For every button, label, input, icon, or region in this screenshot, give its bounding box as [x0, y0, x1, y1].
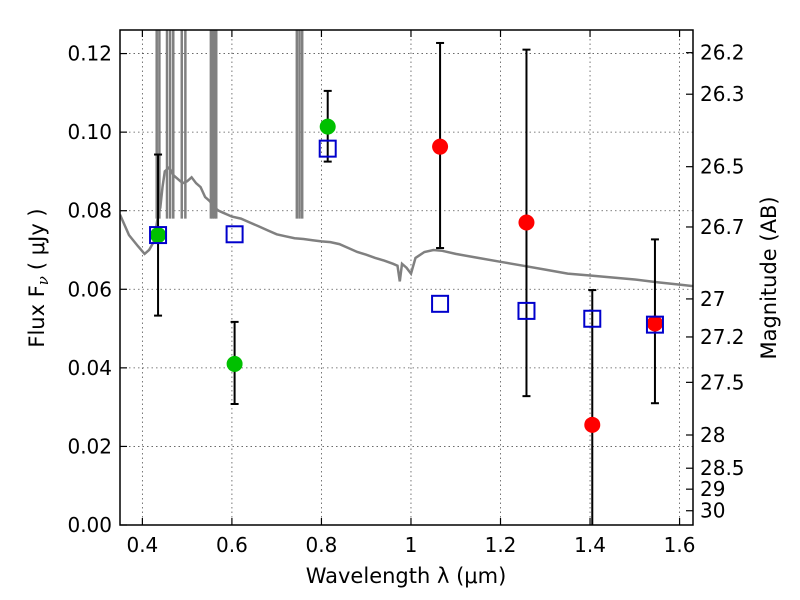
y2-tick-label: 26.2 — [700, 41, 745, 65]
y-axis-label: Flux Fν ( μJy ) — [25, 208, 52, 347]
data-point-circle — [646, 315, 663, 332]
data-point-circle — [584, 416, 601, 433]
y-tick-label: 0.02 — [67, 434, 112, 458]
x-tick-label: 1.2 — [485, 533, 517, 557]
y2-tick-label: 28 — [700, 423, 725, 447]
y2-tick-label: 26.7 — [700, 215, 745, 239]
y-tick-label: 0.06 — [67, 277, 112, 301]
plot-frame — [119, 29, 694, 526]
y2-tick-label: 29 — [700, 477, 725, 501]
model-spectrum-line — [120, 165, 693, 288]
y-tick-label: 0.12 — [67, 42, 112, 66]
data-point-circle — [518, 214, 535, 231]
x-tick-label: 0.4 — [126, 533, 158, 557]
data-point-square — [645, 315, 664, 334]
y2-tick-label: 28.5 — [700, 456, 745, 480]
data-point-square — [431, 294, 450, 313]
y2-tick-label: 27 — [700, 287, 725, 311]
data-point-square — [149, 226, 168, 245]
y-tick-label: 0.04 — [67, 356, 112, 380]
x-axis-label: Wavelength λ (μm) — [306, 564, 507, 588]
x-tick-label: 1.6 — [664, 533, 696, 557]
y2-axis-label: Magnitude (AB) — [757, 196, 781, 359]
data-point-square — [517, 301, 536, 320]
y2-tick-label: 27.2 — [700, 325, 745, 349]
model-spectrum — [120, 165, 693, 288]
data-point-circle — [432, 138, 449, 155]
y-axis: 0.00 0.02 0.04 0.06 0.08 0.10 0.12 — [67, 42, 127, 537]
model-spectrum-lines — [155, 30, 304, 219]
data-point-circle — [226, 355, 243, 372]
data-point-circle — [319, 118, 336, 135]
data-point-circle — [150, 227, 167, 244]
error-bars — [154, 41, 659, 525]
x-tick-label: 1.4 — [574, 533, 606, 557]
y2-tick-label: 27.5 — [700, 370, 745, 394]
y-tick-label: 0.10 — [67, 120, 112, 144]
x-axis: 0.4 0.6 0.8 1 1.2 1.4 1.6 — [126, 30, 695, 557]
x-tick-label: 0.6 — [216, 533, 248, 557]
data-markers — [149, 118, 664, 433]
data-point-square — [583, 309, 602, 328]
y2-tick-label: 30 — [700, 499, 725, 523]
y-tick-label: 0.00 — [67, 513, 112, 537]
y-axis-label-sub: ν — [34, 276, 52, 285]
data-point-square — [318, 139, 337, 158]
y-axis-label-unit: ( μJy ) — [25, 208, 49, 270]
y2-tick-label: 26.5 — [700, 155, 745, 179]
x-tick-label: 1 — [405, 533, 418, 557]
y-tick-label: 0.08 — [67, 199, 112, 223]
data-point-square — [225, 225, 244, 244]
y-axis-label-main: Flux F — [25, 285, 49, 347]
x-tick-label: 0.8 — [306, 533, 338, 557]
y2-tick-label: 26.3 — [700, 82, 745, 106]
